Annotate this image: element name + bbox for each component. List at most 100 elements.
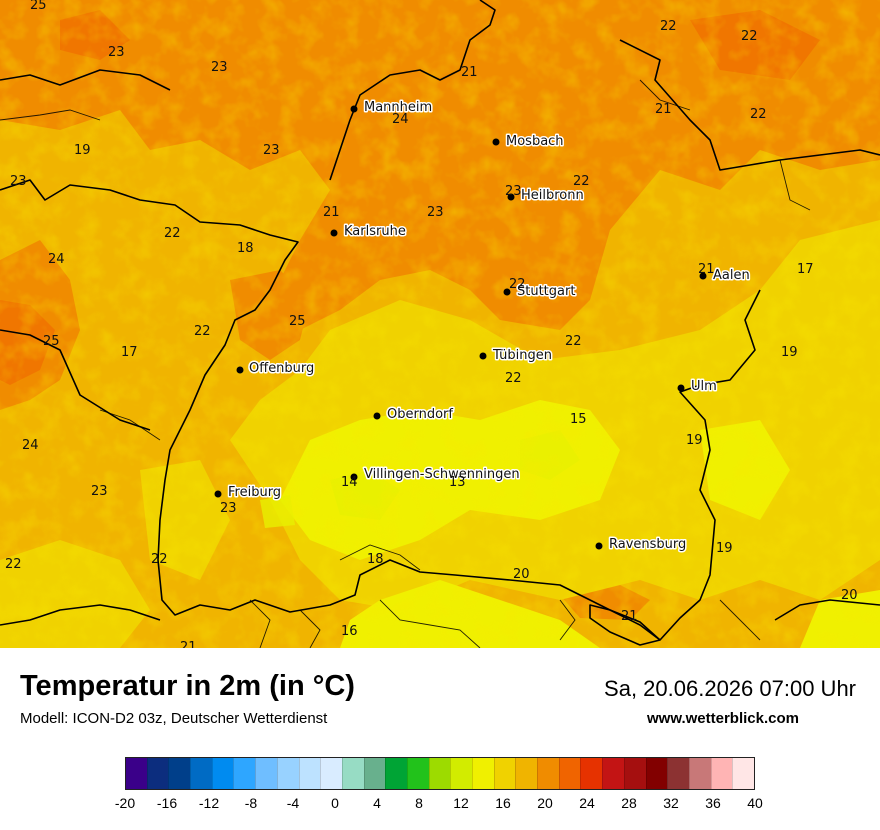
legend-tick-label: 24	[579, 795, 595, 811]
temp-value: 21	[180, 640, 197, 648]
borders	[0, 0, 880, 646]
legend-tick-label: 20	[537, 795, 553, 811]
model-info: Modell: ICON-D2 03z, Deutscher Wetterdie…	[20, 710, 328, 727]
temp-value: 21	[323, 205, 340, 220]
temp-value: 15	[570, 412, 587, 427]
legend-color-cell	[320, 758, 342, 789]
temp-value: 22	[741, 29, 758, 44]
legend-tick-label: -16	[156, 795, 178, 811]
legend-color-cell	[363, 758, 386, 789]
temp-value: 22	[151, 552, 168, 567]
temp-value: 13	[449, 475, 466, 490]
legend-color-cell	[126, 758, 147, 789]
legend-color-cell	[602, 758, 624, 789]
temp-value: 19	[781, 345, 798, 360]
temp-value: 23	[10, 174, 27, 189]
temp-value: 17	[797, 262, 814, 277]
city-label-stuttgart: Stuttgart	[517, 284, 575, 299]
temp-value: 20	[841, 588, 858, 603]
legend-tick-label: -4	[286, 795, 300, 811]
city-dot-villingen-schwenningen	[350, 473, 358, 481]
temp-value: 25	[289, 314, 306, 329]
temp-value: 19	[716, 541, 733, 556]
legend-color-cell	[428, 758, 451, 789]
temp-value: 21	[655, 102, 672, 117]
temp-value: 21	[461, 65, 478, 80]
city-dot-mosbach	[492, 138, 500, 146]
temp-value: 22	[573, 174, 590, 189]
legend-color-cell	[558, 758, 581, 789]
temp-value: 22	[164, 226, 181, 241]
city-label-heilbronn: Heilbronn	[521, 188, 584, 203]
temp-value: 22	[565, 334, 582, 349]
legend-color-cell	[298, 758, 321, 789]
temperature-values: 25 23 23 22 22 21 19 23 24 21 22 23 22 2…	[5, 0, 858, 648]
legend-tick-label: 4	[373, 795, 381, 811]
legend-tick-label: 12	[453, 795, 469, 811]
legend-tick-label: -12	[198, 795, 220, 811]
legend-color-cell	[580, 758, 603, 789]
city-dot-freiburg	[214, 490, 222, 498]
temp-value: 22	[660, 19, 677, 34]
legend-color-cell	[732, 758, 754, 789]
legend-tick-label: 16	[495, 795, 511, 811]
city-label-karlsruhe: Karlsruhe	[344, 224, 406, 239]
austria-border	[774, 599, 880, 621]
city-label-tuebingen: Tübingen	[492, 348, 552, 363]
northern-border	[329, 0, 496, 181]
temp-value: 20	[513, 567, 530, 582]
temp-value: 19	[686, 433, 703, 448]
temp-value: 18	[237, 241, 254, 256]
temp-value: 23	[263, 143, 280, 158]
legend-tick-label: 28	[621, 795, 637, 811]
map-title: Temperatur in 2m (in °C)	[20, 670, 355, 702]
city-label-ravensburg: Ravensburg	[609, 537, 686, 552]
temp-value: 23	[108, 45, 125, 60]
temp-value: 22	[750, 107, 767, 122]
temp-value: 16	[341, 624, 358, 639]
legend-color-cell	[341, 758, 364, 789]
temp-value: 21	[621, 609, 638, 624]
valid-time: Sa, 20.06.2026 07:00 Uhr	[604, 676, 856, 701]
temperature-map[interactable]: Mannheim Mosbach Heilbronn Karlsruhe Aal…	[0, 0, 880, 648]
pfalz-border	[0, 69, 171, 91]
legend-tick-label: 36	[705, 795, 721, 811]
temp-value: 23	[211, 60, 228, 75]
temp-value: 22	[505, 371, 522, 386]
legend-tick-label: -20	[114, 795, 136, 811]
legend-color-cell	[537, 758, 559, 789]
legend-color-cell	[645, 758, 668, 789]
city-label-oberndorf: Oberndorf	[387, 407, 453, 422]
city-dot-tuebingen	[479, 352, 487, 360]
temp-value: 18	[367, 552, 384, 567]
legend-color-cell	[385, 758, 407, 789]
legend-color-cell	[233, 758, 256, 789]
legend-color-cell	[515, 758, 538, 789]
city-dot-oberndorf	[373, 412, 381, 420]
website-link[interactable]: www.wetterblick.com	[647, 710, 799, 727]
switzerland-border	[0, 604, 161, 626]
rhine-border	[0, 179, 661, 641]
legend-tick-label: -8	[244, 795, 258, 811]
legend-tick-label: 0	[331, 795, 339, 811]
city-label-ulm: Ulm	[691, 379, 717, 394]
city-dot-heilbronn	[507, 193, 515, 201]
map-footer: Temperatur in 2m (in °C) Modell: ICON-D2…	[0, 648, 880, 830]
legend-tick-label: 32	[663, 795, 679, 811]
legend-color-cell	[472, 758, 494, 789]
temp-value: 23	[91, 484, 108, 499]
lake-constance	[589, 604, 661, 646]
temp-value: 23	[220, 501, 237, 516]
legend-color-cell	[710, 758, 733, 789]
temp-value: 17	[121, 345, 138, 360]
temp-value: 24	[48, 252, 65, 267]
legend-color-cell	[623, 758, 646, 789]
city-label-mannheim: Mannheim	[364, 100, 432, 115]
temp-value: 22	[194, 324, 211, 339]
temp-value: 22	[509, 277, 526, 292]
legend-ticks: -20 -16 -12 -8 -4 0 4 8 12 16 20 24 28 32 36 40	[115, 793, 763, 813]
legend-color-cell	[667, 758, 689, 789]
city-label-mosbach: Mosbach	[506, 134, 564, 149]
temp-value: 23	[427, 205, 444, 220]
legend-tick-label: 8	[415, 795, 423, 811]
